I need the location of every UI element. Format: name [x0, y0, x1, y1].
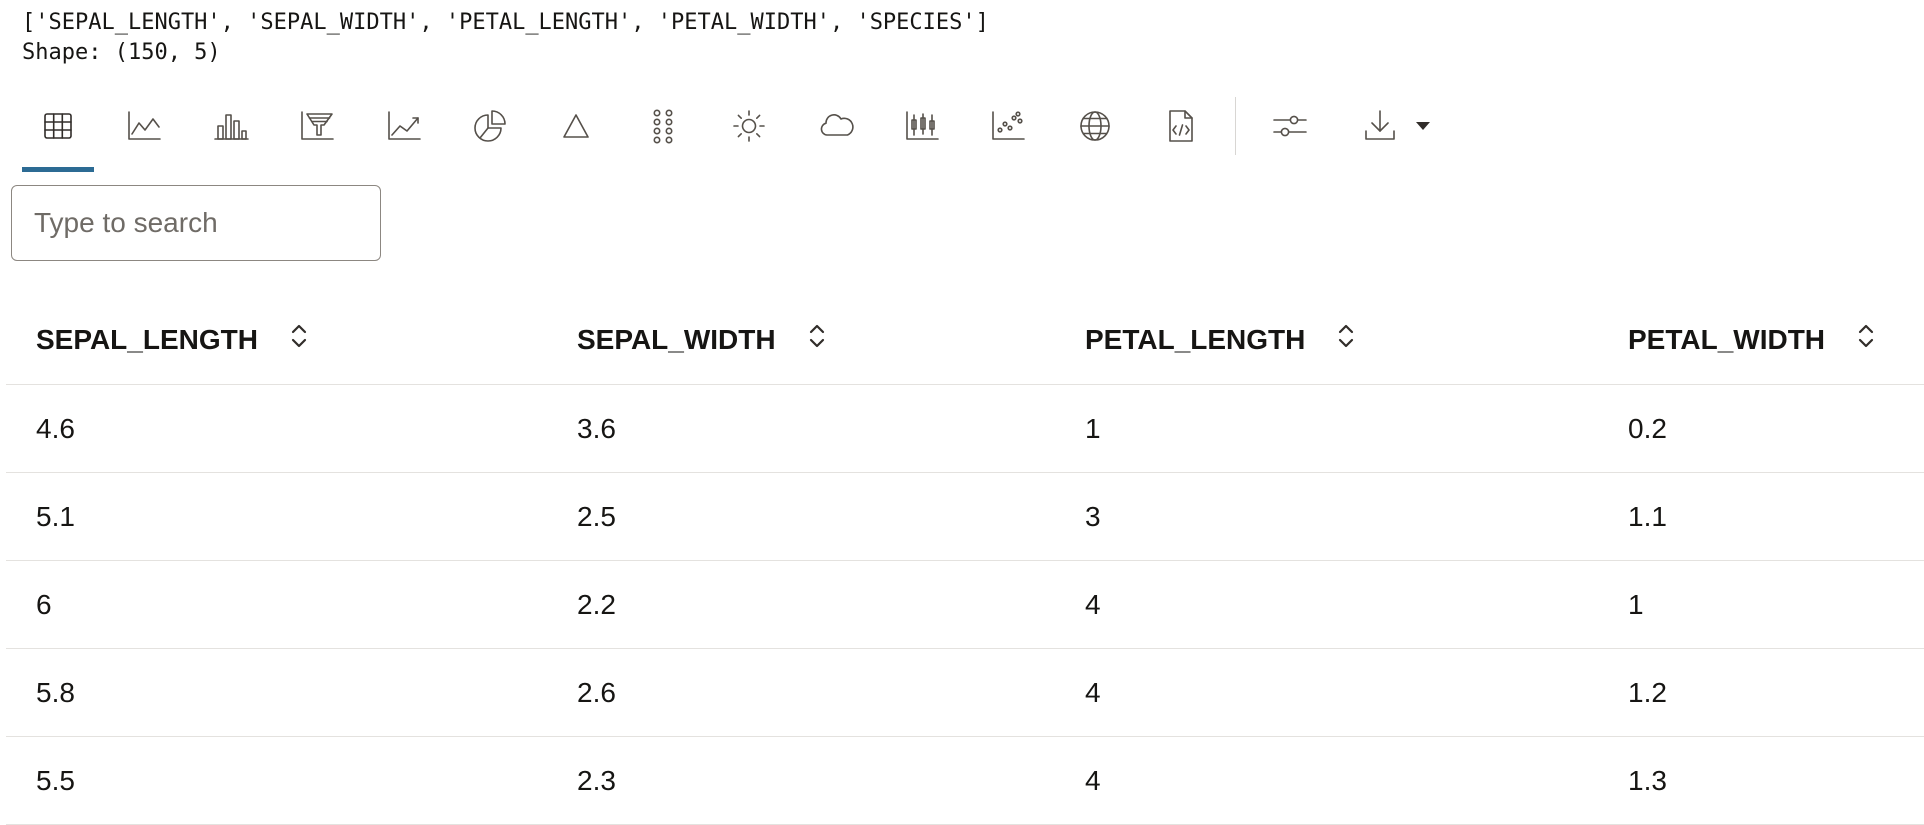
- table-row[interactable]: 5.8 2.6 4 1.2: [6, 648, 1924, 737]
- code-file-icon: [1169, 110, 1193, 142]
- bar-chart-button[interactable]: [195, 90, 267, 162]
- line-chart-icon: [128, 111, 162, 140]
- sort-icon[interactable]: [288, 321, 310, 358]
- area-chart-button[interactable]: [368, 90, 440, 162]
- dot-matrix-button[interactable]: [627, 90, 699, 162]
- console-line-columns: ['SEPAL_LENGTH', 'SEPAL_WIDTH', 'PETAL_L…: [22, 10, 989, 35]
- toolbar-divider: [1235, 97, 1237, 155]
- settings-button[interactable]: [1254, 90, 1326, 162]
- code-view-button[interactable]: [1145, 90, 1217, 162]
- table-view-button[interactable]: [22, 90, 94, 172]
- line-chart-button[interactable]: [108, 90, 180, 162]
- table-cell: 2.6: [547, 648, 1055, 737]
- sun-icon: [733, 110, 765, 142]
- globe-icon: [1079, 111, 1110, 141]
- column-header-sepal-length[interactable]: SEPAL_LENGTH: [6, 298, 547, 385]
- table-cell: 1.1: [1598, 472, 1924, 561]
- table-cell: 5.5: [6, 736, 547, 825]
- table-cell: 4.6: [6, 384, 547, 473]
- bar-chart-icon: [213, 114, 249, 140]
- area-chart-icon: [387, 111, 421, 140]
- search-input[interactable]: [11, 185, 381, 261]
- chevron-down-icon: [1415, 122, 1430, 130]
- console-output: ['SEPAL_LENGTH', 'SEPAL_WIDTH', 'PETAL_L…: [22, 8, 989, 68]
- table-cell: 2.3: [547, 736, 1055, 825]
- console-line-shape: Shape: (150, 5): [22, 40, 221, 65]
- sunburst-button[interactable]: [713, 90, 785, 162]
- visualization-toolbar: [22, 90, 1451, 172]
- column-header-label: PETAL_WIDTH: [1628, 324, 1826, 356]
- table-row[interactable]: 5.1 2.5 3 1.1: [6, 472, 1924, 561]
- column-header-label: PETAL_LENGTH: [1085, 324, 1306, 356]
- cloud-icon: [820, 114, 854, 136]
- table-cell: 1.2: [1598, 648, 1924, 737]
- scatter-plot-icon: [992, 111, 1026, 140]
- column-header-sepal-width[interactable]: SEPAL_WIDTH: [547, 298, 1055, 385]
- map-view-button[interactable]: [1059, 90, 1131, 162]
- column-header-label: SEPAL_WIDTH: [577, 324, 776, 356]
- box-plot-icon: [906, 111, 939, 140]
- scatter-plot-button[interactable]: [972, 90, 1044, 162]
- box-plot-button[interactable]: [886, 90, 958, 162]
- funnel-chart-button[interactable]: [281, 90, 353, 162]
- data-table: SEPAL_LENGTH SEPAL_WIDTH PETAL_LENGTH PE…: [6, 298, 1924, 825]
- funnel-chart-icon: [301, 111, 334, 140]
- table-cell: 1: [1055, 384, 1598, 473]
- download-icon: [1365, 110, 1395, 140]
- table-cell: 5.1: [6, 472, 547, 561]
- table-cell: 4: [1055, 736, 1598, 825]
- pie-chart-icon: [474, 110, 506, 142]
- table-cell: 5.8: [6, 648, 547, 737]
- table-cell: 4: [1055, 560, 1598, 649]
- sort-icon[interactable]: [1335, 321, 1357, 358]
- table-cell: 3: [1055, 472, 1598, 561]
- column-header-label: SEPAL_LENGTH: [36, 324, 258, 356]
- pie-chart-button[interactable]: [454, 90, 526, 162]
- table-row[interactable]: 6 2.2 4 1: [6, 560, 1924, 649]
- table-cell: 6: [6, 560, 547, 649]
- column-header-petal-length[interactable]: PETAL_LENGTH: [1055, 298, 1598, 385]
- table-header-row: SEPAL_LENGTH SEPAL_WIDTH PETAL_LENGTH PE…: [6, 298, 1924, 385]
- pyramid-icon: [563, 114, 590, 138]
- column-header-petal-width[interactable]: PETAL_WIDTH: [1598, 298, 1924, 385]
- table-cell: 4: [1055, 648, 1598, 737]
- word-cloud-button[interactable]: [800, 90, 872, 162]
- sort-icon[interactable]: [806, 321, 828, 358]
- table-cell: 3.6: [547, 384, 1055, 473]
- table-cell: 0.2: [1598, 384, 1924, 473]
- dot-matrix-icon: [653, 109, 673, 144]
- sort-icon[interactable]: [1855, 321, 1877, 358]
- settings-sliders-icon: [1273, 115, 1308, 137]
- pyramid-chart-button[interactable]: [540, 90, 612, 162]
- table-row[interactable]: 4.6 3.6 1 0.2: [6, 384, 1924, 473]
- table-cell: 2.2: [547, 560, 1055, 649]
- table-cell: 2.5: [547, 472, 1055, 561]
- table-cell: 1.3: [1598, 736, 1924, 825]
- table-cell: 1: [1598, 560, 1924, 649]
- table-row[interactable]: 5.5 2.3 4 1.3: [6, 736, 1924, 825]
- table-icon: [44, 113, 72, 139]
- download-button[interactable]: [1341, 90, 1437, 162]
